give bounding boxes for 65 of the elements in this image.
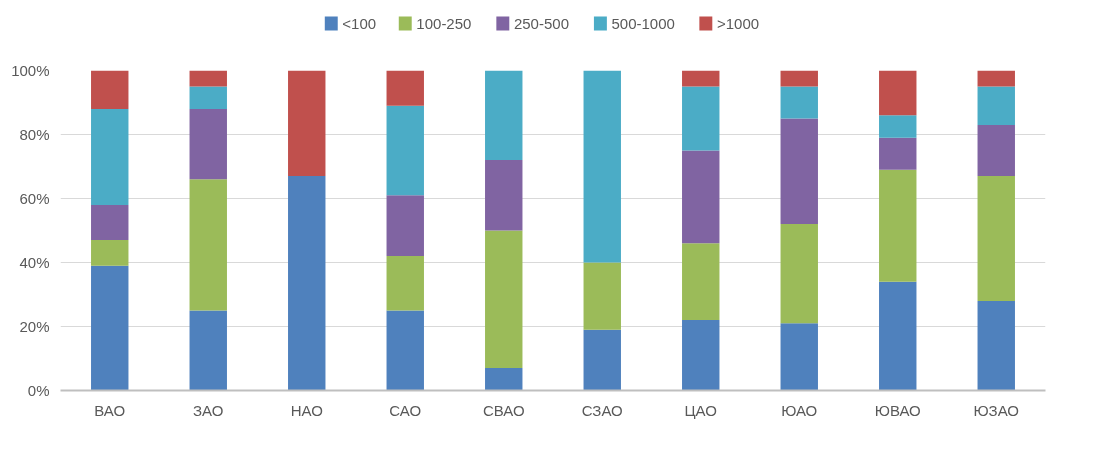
- bar: [879, 115, 917, 138]
- x-tick-label: ЦАО: [684, 401, 717, 419]
- x-tick-label: ВАО: [94, 401, 126, 419]
- y-tick-label: 40%: [19, 254, 50, 271]
- bar: [780, 224, 818, 324]
- bar: [485, 368, 523, 391]
- bar: [780, 323, 818, 391]
- bar: [977, 86, 1015, 125]
- bar: [879, 281, 917, 391]
- x-tick-label: ЮВАО: [874, 401, 921, 419]
- bar: [386, 70, 424, 106]
- legend-label: 100-250: [416, 14, 472, 32]
- bar: [386, 105, 424, 196]
- legend-label: 500-1000: [611, 14, 675, 32]
- bar: [682, 320, 720, 391]
- x-tick-label: ЗАО: [193, 401, 224, 419]
- bar: [682, 70, 720, 87]
- y-tick-label: 0%: [27, 382, 50, 399]
- bar: [682, 86, 720, 151]
- bar: [189, 70, 227, 87]
- bar: [91, 240, 129, 266]
- bar: [485, 230, 523, 369]
- x-tick-label: НАО: [290, 401, 323, 419]
- x-tick-label: СЗАО: [581, 401, 623, 419]
- bar: [682, 243, 720, 321]
- legend-label: 250-500: [513, 14, 569, 32]
- bar: [977, 124, 1015, 177]
- bar: [977, 300, 1015, 391]
- bar: [485, 160, 523, 231]
- bar: [386, 256, 424, 311]
- y-tick-label: 80%: [19, 126, 50, 143]
- x-tick-label: СВАО: [482, 401, 525, 419]
- bar: [189, 310, 227, 391]
- x-tick-label: ЮАО: [781, 401, 818, 419]
- bar: [583, 329, 621, 391]
- bar: [780, 118, 818, 225]
- bar: [485, 70, 523, 161]
- y-tick-label: 20%: [19, 318, 50, 335]
- bar: [879, 169, 917, 282]
- bar: [977, 176, 1015, 301]
- bar: [288, 70, 326, 177]
- bar: [780, 86, 818, 119]
- bar: [583, 70, 621, 263]
- bar: [91, 108, 129, 205]
- bar: [288, 176, 326, 391]
- bar: [91, 265, 129, 391]
- bar: [386, 195, 424, 257]
- legend-label: >1000: [716, 15, 760, 32]
- bar: [91, 204, 129, 241]
- bar: [189, 179, 227, 311]
- bar: [879, 137, 917, 170]
- bar: [977, 70, 1015, 87]
- bar: [682, 150, 720, 244]
- bar: [189, 108, 227, 180]
- bar: [780, 70, 818, 87]
- bar: [879, 70, 917, 116]
- x-tick-label: ЮЗАО: [973, 401, 1020, 419]
- bar: [91, 70, 129, 109]
- x-tick-label: САО: [389, 401, 422, 419]
- legend-label: <100: [342, 15, 377, 32]
- y-tick-label: 100%: [11, 62, 50, 79]
- bar: [189, 86, 227, 109]
- bar: [386, 310, 424, 391]
- bar: [583, 262, 621, 330]
- y-tick-label: 60%: [19, 190, 50, 207]
